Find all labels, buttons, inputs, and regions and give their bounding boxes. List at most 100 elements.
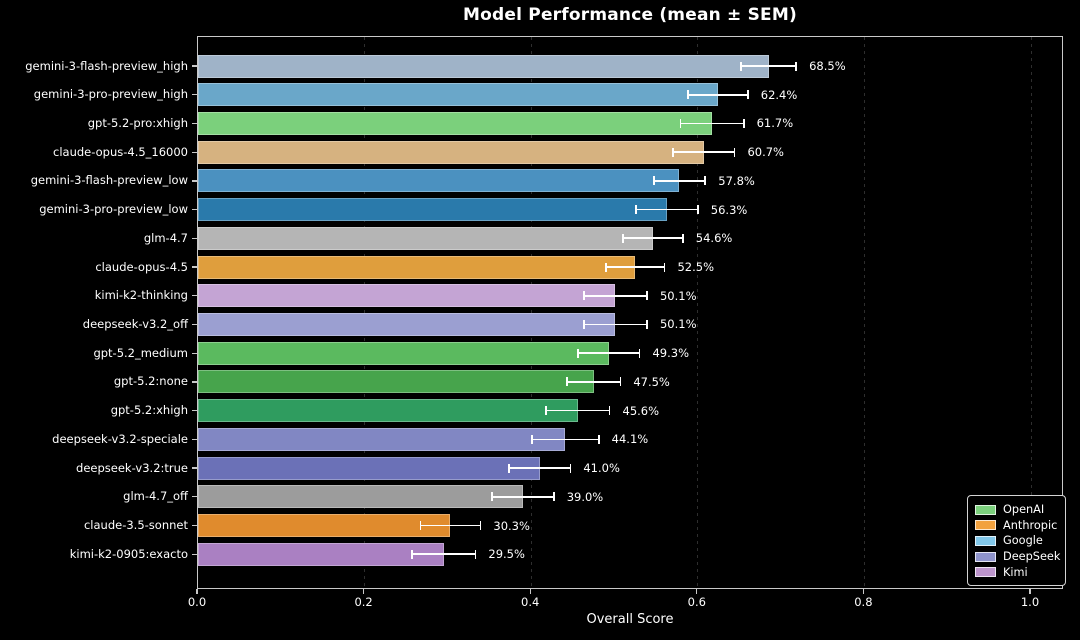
- error-bar-cap: [582, 319, 585, 329]
- legend: OpenAI Anthropic Google DeepSeek Kimi: [967, 495, 1066, 586]
- error-bar-cap: [479, 521, 482, 531]
- x-tick-label: 1.0: [1020, 595, 1040, 609]
- x-tick-label: 0.0: [187, 595, 207, 609]
- legend-label: Kimi: [1003, 565, 1028, 579]
- y-tick-label: gpt-5.2:none: [113, 374, 188, 389]
- error-bar-cap: [577, 348, 579, 358]
- y-tick-mark: [191, 65, 197, 67]
- y-tick-mark: [191, 410, 197, 412]
- bar: [198, 341, 609, 365]
- error-bar: [672, 151, 735, 153]
- value-label: 47.5%: [633, 374, 670, 389]
- y-tick-mark: [191, 323, 197, 326]
- gridline: [697, 37, 699, 588]
- error-bar: [687, 93, 748, 96]
- value-label: 50.1%: [659, 288, 697, 303]
- value-label: 39.0%: [566, 489, 604, 504]
- y-tick-mark: [191, 381, 197, 383]
- legend-label: Google: [1003, 534, 1043, 548]
- value-label: 52.5%: [677, 260, 715, 275]
- value-label: 30.3%: [493, 518, 530, 533]
- y-tick-mark: [191, 553, 197, 555]
- bar: [198, 140, 704, 164]
- error-bar: [636, 208, 698, 211]
- y-tick-label: kimi-k2-thinking: [94, 288, 188, 303]
- x-tick-label: 0.6: [687, 595, 706, 609]
- error-bar-cap: [605, 262, 608, 272]
- error-bar-cap: [652, 176, 655, 186]
- y-tick-label: gemini-3-flash-preview_low: [30, 173, 188, 188]
- y-tick-mark: [191, 352, 197, 354]
- value-label: 61.7%: [756, 116, 794, 131]
- bar: [198, 370, 594, 394]
- value-label: 50.1%: [659, 317, 697, 332]
- error-bar-cap: [687, 90, 689, 100]
- error-bar-cap: [697, 205, 699, 215]
- y-tick-mark: [191, 94, 197, 96]
- error-bar-cap: [419, 521, 422, 531]
- error-bar: [583, 323, 647, 326]
- error-bar-cap: [682, 233, 684, 243]
- error-bar-cap: [646, 319, 648, 329]
- x-tick-mark: [363, 589, 365, 594]
- y-tick-label: gpt-5.2_medium: [93, 345, 188, 360]
- y-tick-label: gemini-3-pro-preview_high: [33, 87, 188, 102]
- value-label: 45.6%: [622, 403, 660, 418]
- error-bar-cap: [507, 463, 510, 473]
- y-tick-mark: [191, 467, 197, 469]
- y-tick-mark: [191, 496, 197, 498]
- plot-area: 68.5% 62.4% 61.7% 60.7% 57.8% 56.3% 54.6% 52.5%…: [197, 36, 1063, 589]
- legend-item: Kimi: [975, 564, 1058, 580]
- error-bar: [420, 524, 481, 527]
- error-bar-cap: [582, 291, 585, 301]
- error-bar-cap: [566, 377, 568, 387]
- x-tick-mark: [196, 589, 198, 594]
- value-label: 68.5%: [809, 59, 846, 73]
- value-label: 60.7%: [747, 145, 784, 160]
- y-tick-label: claude-opus-4.5_16000: [53, 144, 188, 159]
- error-bar-cap: [740, 61, 742, 71]
- y-tick-label: claude-opus-4.5: [95, 259, 188, 274]
- error-bar: [492, 495, 554, 498]
- x-tick-mark: [696, 589, 698, 594]
- bar: [198, 226, 653, 250]
- error-bar-cap: [746, 90, 749, 100]
- y-tick-label: gemini-3-pro-preview_low: [39, 202, 188, 217]
- y-tick-mark: [191, 266, 197, 268]
- x-tick-label: 0.2: [354, 595, 373, 609]
- bar: [198, 284, 616, 308]
- y-tick-label: gpt-5.2:xhigh: [110, 403, 188, 418]
- bar: [198, 255, 636, 279]
- value-label: 62.4%: [760, 87, 798, 102]
- y-tick-label: deepseek-v3.2_off: [82, 316, 188, 331]
- y-tick-label: gemini-3-flash-preview_high: [25, 58, 188, 73]
- error-bar-cap: [635, 205, 638, 215]
- error-bar-cap: [552, 492, 555, 502]
- bar: [198, 83, 718, 107]
- y-tick-mark: [191, 180, 197, 182]
- error-bar-cap: [622, 233, 624, 243]
- legend-label: Anthropic: [1003, 518, 1058, 532]
- x-tick-mark: [1029, 589, 1031, 594]
- error-bar-cap: [597, 434, 600, 444]
- bar: [198, 198, 667, 222]
- value-label: 49.3%: [652, 346, 690, 361]
- legend-item: OpenAI: [975, 502, 1058, 518]
- legend-swatch: [975, 551, 996, 562]
- value-label: 54.6%: [695, 231, 733, 246]
- error-bar-cap: [619, 377, 622, 387]
- y-tick-label: glm-4.7: [143, 230, 188, 245]
- error-bar: [546, 409, 610, 412]
- x-tick-mark: [862, 589, 865, 594]
- error-bar: [653, 180, 706, 182]
- error-bar-cap: [491, 492, 493, 502]
- bar: [198, 514, 451, 538]
- y-tick-mark: [191, 209, 197, 211]
- error-bar-cap: [733, 147, 736, 157]
- error-bar-cap: [679, 118, 682, 128]
- error-bar-cap: [795, 61, 797, 71]
- bar: [198, 54, 769, 78]
- y-tick-mark: [191, 237, 197, 240]
- legend-item: Google: [975, 533, 1058, 549]
